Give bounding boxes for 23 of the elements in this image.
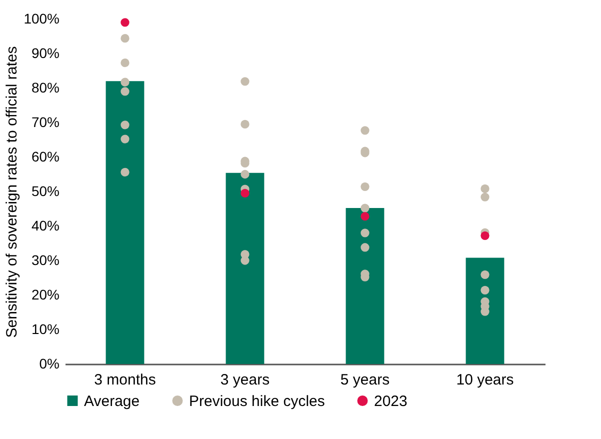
y-tick-label: 20% [31, 286, 60, 302]
y-tick-label: 0% [39, 356, 60, 372]
bar [346, 208, 384, 364]
y-tick-label: 40% [31, 218, 60, 234]
legend-label: Average [84, 392, 140, 410]
x-tick-label: 10 years [456, 372, 514, 388]
bar [106, 81, 144, 364]
x-tick-label: 3 years [220, 372, 270, 388]
y-tick-label: 30% [31, 252, 60, 268]
y-tick-label: 100% [24, 10, 60, 26]
y-tick-label: 10% [31, 321, 60, 337]
bar [226, 172, 264, 364]
y-tick-label: 80% [31, 80, 60, 96]
legend-label: 2023 [374, 392, 408, 410]
bar [466, 258, 504, 364]
y-tick-label: 60% [31, 148, 60, 164]
x-tick-label: 3 months [94, 372, 156, 388]
x-tick-label: 5 years [340, 372, 390, 388]
y-tick-label: 70% [31, 114, 60, 130]
y-axis-title: Sensitivity of sovereign rates to official rates [4, 46, 21, 338]
y-tick-label: 50% [31, 183, 60, 199]
y-tick-label: 90% [31, 45, 60, 61]
legend-label: Previous hike cycles [189, 392, 325, 410]
